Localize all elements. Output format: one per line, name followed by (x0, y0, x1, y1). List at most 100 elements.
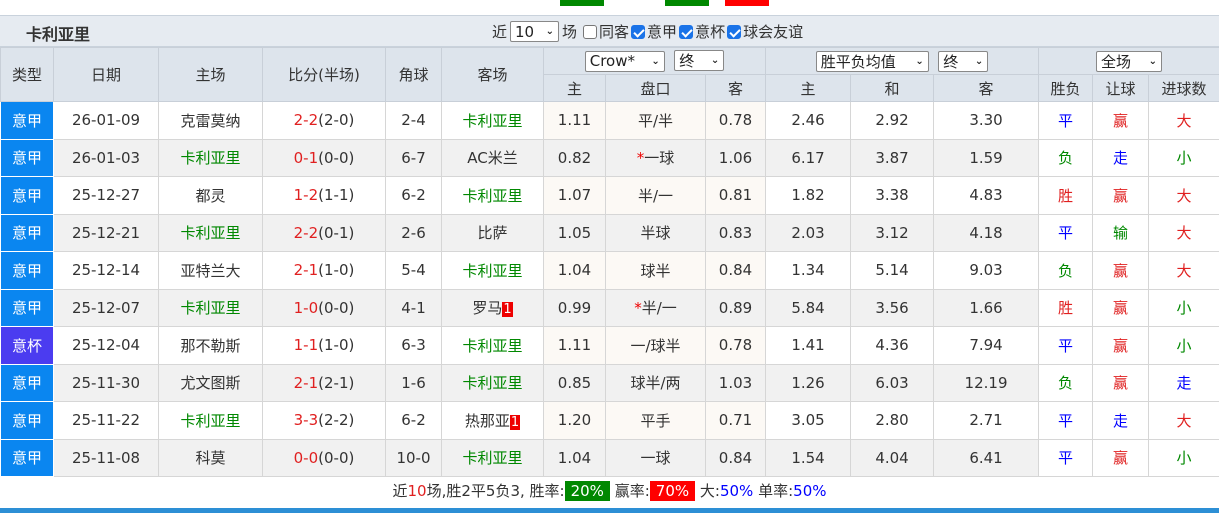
league-type[interactable]: 意甲 (0, 363, 54, 402)
avg-win: 1.41 (765, 326, 852, 365)
match-date: 25-11-30 (53, 363, 159, 402)
home-odds: 0.82 (543, 138, 606, 177)
chevron-down-icon: ⌄ (1148, 55, 1158, 67)
corner: 10-0 (385, 438, 442, 477)
away-team-name: 比萨 (477, 224, 508, 243)
checkbox-label: 球会友谊 (743, 23, 804, 41)
company-select[interactable]: Crow* ⌄ (584, 50, 665, 72)
league-label: 意甲 (11, 449, 42, 468)
result: 平 (1038, 401, 1094, 440)
half-score: (0-1) (318, 223, 355, 242)
avg-win: 1.82 (765, 176, 852, 215)
away-team[interactable]: 卡利亚里 (441, 326, 544, 365)
home-team[interactable]: 尤文图斯 (158, 363, 263, 402)
home-odds: 1.07 (543, 176, 606, 215)
full-score: 1-1 (293, 336, 319, 355)
home-odds: 1.11 (543, 101, 606, 140)
home-team[interactable]: 都灵 (158, 176, 263, 215)
avg-time-value: 终 (943, 52, 959, 71)
away-team[interactable]: AC米兰 (441, 138, 544, 177)
avg-win: 2.46 (765, 101, 852, 140)
away-team[interactable]: 比萨 (441, 213, 544, 252)
home-team[interactable]: 卡利亚里 (158, 138, 263, 177)
league-type[interactable]: 意甲 (0, 176, 54, 215)
league-type[interactable]: 意甲 (0, 288, 54, 327)
league-type[interactable]: 意杯 (0, 326, 54, 365)
avg-value: 胜平负均值 (820, 52, 896, 71)
avg-draw: 5.14 (850, 251, 935, 290)
col-draw: 和 (850, 74, 935, 102)
match-date: 25-12-21 (53, 213, 159, 252)
ah-result: 赢 (1092, 251, 1150, 290)
half-score: (1-1) (318, 186, 355, 205)
home-team[interactable]: 卡利亚里 (158, 213, 263, 252)
match-date: 25-12-27 (53, 176, 159, 215)
ah-result: 输 (1092, 213, 1150, 252)
avg-draw: 3.87 (850, 138, 935, 177)
avg-draw: 2.80 (850, 401, 935, 440)
checkbox-label: 同客 (599, 23, 630, 41)
away-team[interactable]: 卡利亚里 (441, 438, 544, 477)
win-rate-badge: 20% (564, 481, 610, 501)
away-team[interactable]: 卡利亚里 (441, 363, 544, 402)
full-score: 3-3 (293, 411, 319, 430)
handicap-value: 半/一 (637, 186, 674, 205)
corner: 6-2 (385, 401, 442, 440)
avg-time-select[interactable]: 终 ⌄ (938, 50, 989, 72)
checkbox-icon[interactable] (583, 24, 598, 39)
corner: 6-3 (385, 326, 442, 365)
odds-time-select[interactable]: 终 ⌄ (674, 50, 725, 72)
league-type[interactable]: 意甲 (0, 251, 54, 290)
match-history-table: 类型 日期 主场 比分(半场) 角球 客场 Crow* ⌄ 终 ⌄ 胜平负均值 ⌄ 终… (0, 47, 1219, 477)
home-team[interactable]: 那不勒斯 (158, 326, 263, 365)
home-odds: 0.99 (543, 288, 606, 327)
away-team[interactable]: 卡利亚里 (441, 101, 544, 140)
avg-select[interactable]: 胜平负均值 ⌄ (815, 50, 929, 72)
home-team-name: 亚特兰大 (180, 261, 241, 280)
league-type[interactable]: 意甲 (0, 213, 54, 252)
league-type[interactable]: 意甲 (0, 138, 54, 177)
home-team[interactable]: 亚特兰大 (158, 251, 263, 290)
home-team[interactable]: 卡利亚里 (158, 401, 263, 440)
filters: 近 10 ⌄ 场 同客 意甲 意杯 球会友谊 (492, 21, 803, 42)
handicap: 球半 (605, 251, 706, 290)
league-label: 意杯 (11, 336, 42, 355)
away-team[interactable]: 卡利亚里 (441, 251, 544, 290)
ah-result: 走 (1092, 401, 1150, 440)
chevron-down-icon: ⌄ (710, 55, 720, 67)
summary-text: 单率: (758, 482, 794, 500)
checkbox-icon[interactable] (679, 24, 694, 39)
match-date: 25-12-14 (53, 251, 159, 290)
league-label: 意甲 (11, 111, 42, 130)
goals-result: 小 (1148, 438, 1219, 477)
checkbox-icon[interactable] (631, 24, 646, 39)
filter-checkbox[interactable]: 意杯 (679, 21, 725, 42)
league-type[interactable]: 意甲 (0, 401, 54, 440)
away-odds: 0.78 (704, 101, 767, 140)
away-team[interactable]: 热那亚1 (441, 401, 544, 440)
table-row: 意甲 25-12-21 卡利亚里 2-2(0-1) 2-6 比萨 1.05 半球… (0, 213, 1219, 252)
home-team[interactable]: 克雷莫纳 (158, 101, 263, 140)
checkbox-icon[interactable] (727, 24, 742, 39)
score: 2-2(0-1) (262, 213, 386, 252)
match-count-select[interactable]: 10 ⌄ (510, 21, 560, 42)
goals-result: 大 (1148, 401, 1219, 440)
away-team[interactable]: 卡利亚里 (441, 176, 544, 215)
away-odds: 0.89 (704, 288, 767, 327)
home-team[interactable]: 卡利亚里 (158, 288, 263, 327)
handicap: 平手 (605, 401, 706, 440)
filter-checkbox[interactable]: 同客 (583, 21, 629, 42)
home-team-name: 克雷莫纳 (180, 111, 241, 130)
away-team[interactable]: 罗马1 (441, 288, 544, 327)
league-type[interactable]: 意甲 (0, 101, 54, 140)
home-team[interactable]: 科莫 (158, 438, 263, 477)
filter-checkbox[interactable]: 意甲 (631, 21, 677, 42)
filter-checkbox[interactable]: 球会友谊 (727, 21, 803, 42)
league-type[interactable]: 意甲 (0, 438, 54, 477)
lose-badge-cut (725, 0, 769, 6)
table-row: 意甲 26-01-03 卡利亚里 0-1(0-0) 6-7 AC米兰 0.82 … (0, 138, 1219, 177)
home-team-name: 科莫 (195, 449, 226, 468)
handicap: 球半/两 (605, 363, 706, 402)
full-score: 0-1 (293, 148, 319, 167)
scope-select[interactable]: 全场 ⌄ (1096, 50, 1163, 72)
